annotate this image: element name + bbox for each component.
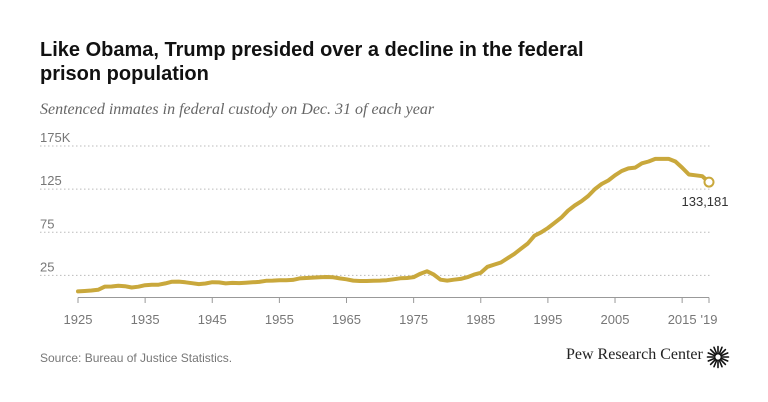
x-tick-label: '19: [701, 312, 718, 327]
gridlines: [40, 145, 712, 276]
end-point-marker: [703, 176, 715, 188]
chart-title: Like Obama, Trump presided over a declin…: [40, 39, 584, 85]
x-tick-label: 1955: [265, 312, 294, 327]
x-tick-label: 1945: [198, 312, 227, 327]
y-tick-label: 175K: [40, 130, 71, 145]
x-axis: 1925 1935 1945 1955 1965 1975 1985 1995 2005 2015…: [64, 297, 718, 327]
y-tick-label: 125: [40, 173, 62, 188]
brand-name: Pew Research Center: [566, 346, 703, 363]
y-axis-labels: 25 75 125 175K: [40, 130, 71, 274]
x-tick-label: 1925: [64, 312, 93, 327]
pew-logo-icon: [706, 345, 730, 369]
y-tick-label: 75: [40, 216, 54, 231]
y-tick-label: 25: [40, 259, 54, 274]
x-tick-label: 2015: [668, 312, 697, 327]
series-line: [76, 156, 711, 294]
x-tick-label: 1995: [533, 312, 562, 327]
series-layer: [76, 156, 711, 294]
x-tick-label: 1935: [131, 312, 160, 327]
x-tick-label: 1975: [399, 312, 428, 327]
end-value-label: 133,181: [682, 194, 729, 209]
x-tick-label: 2005: [601, 312, 630, 327]
source-note: Source: Bureau of Justice Statistics.: [40, 351, 233, 365]
x-tick-label: 1965: [332, 312, 361, 327]
annotations: 133,181: [682, 176, 729, 209]
x-tick-label: 1985: [466, 312, 495, 327]
chart-subtitle: Sentenced inmates in federal custody on …: [40, 101, 435, 118]
